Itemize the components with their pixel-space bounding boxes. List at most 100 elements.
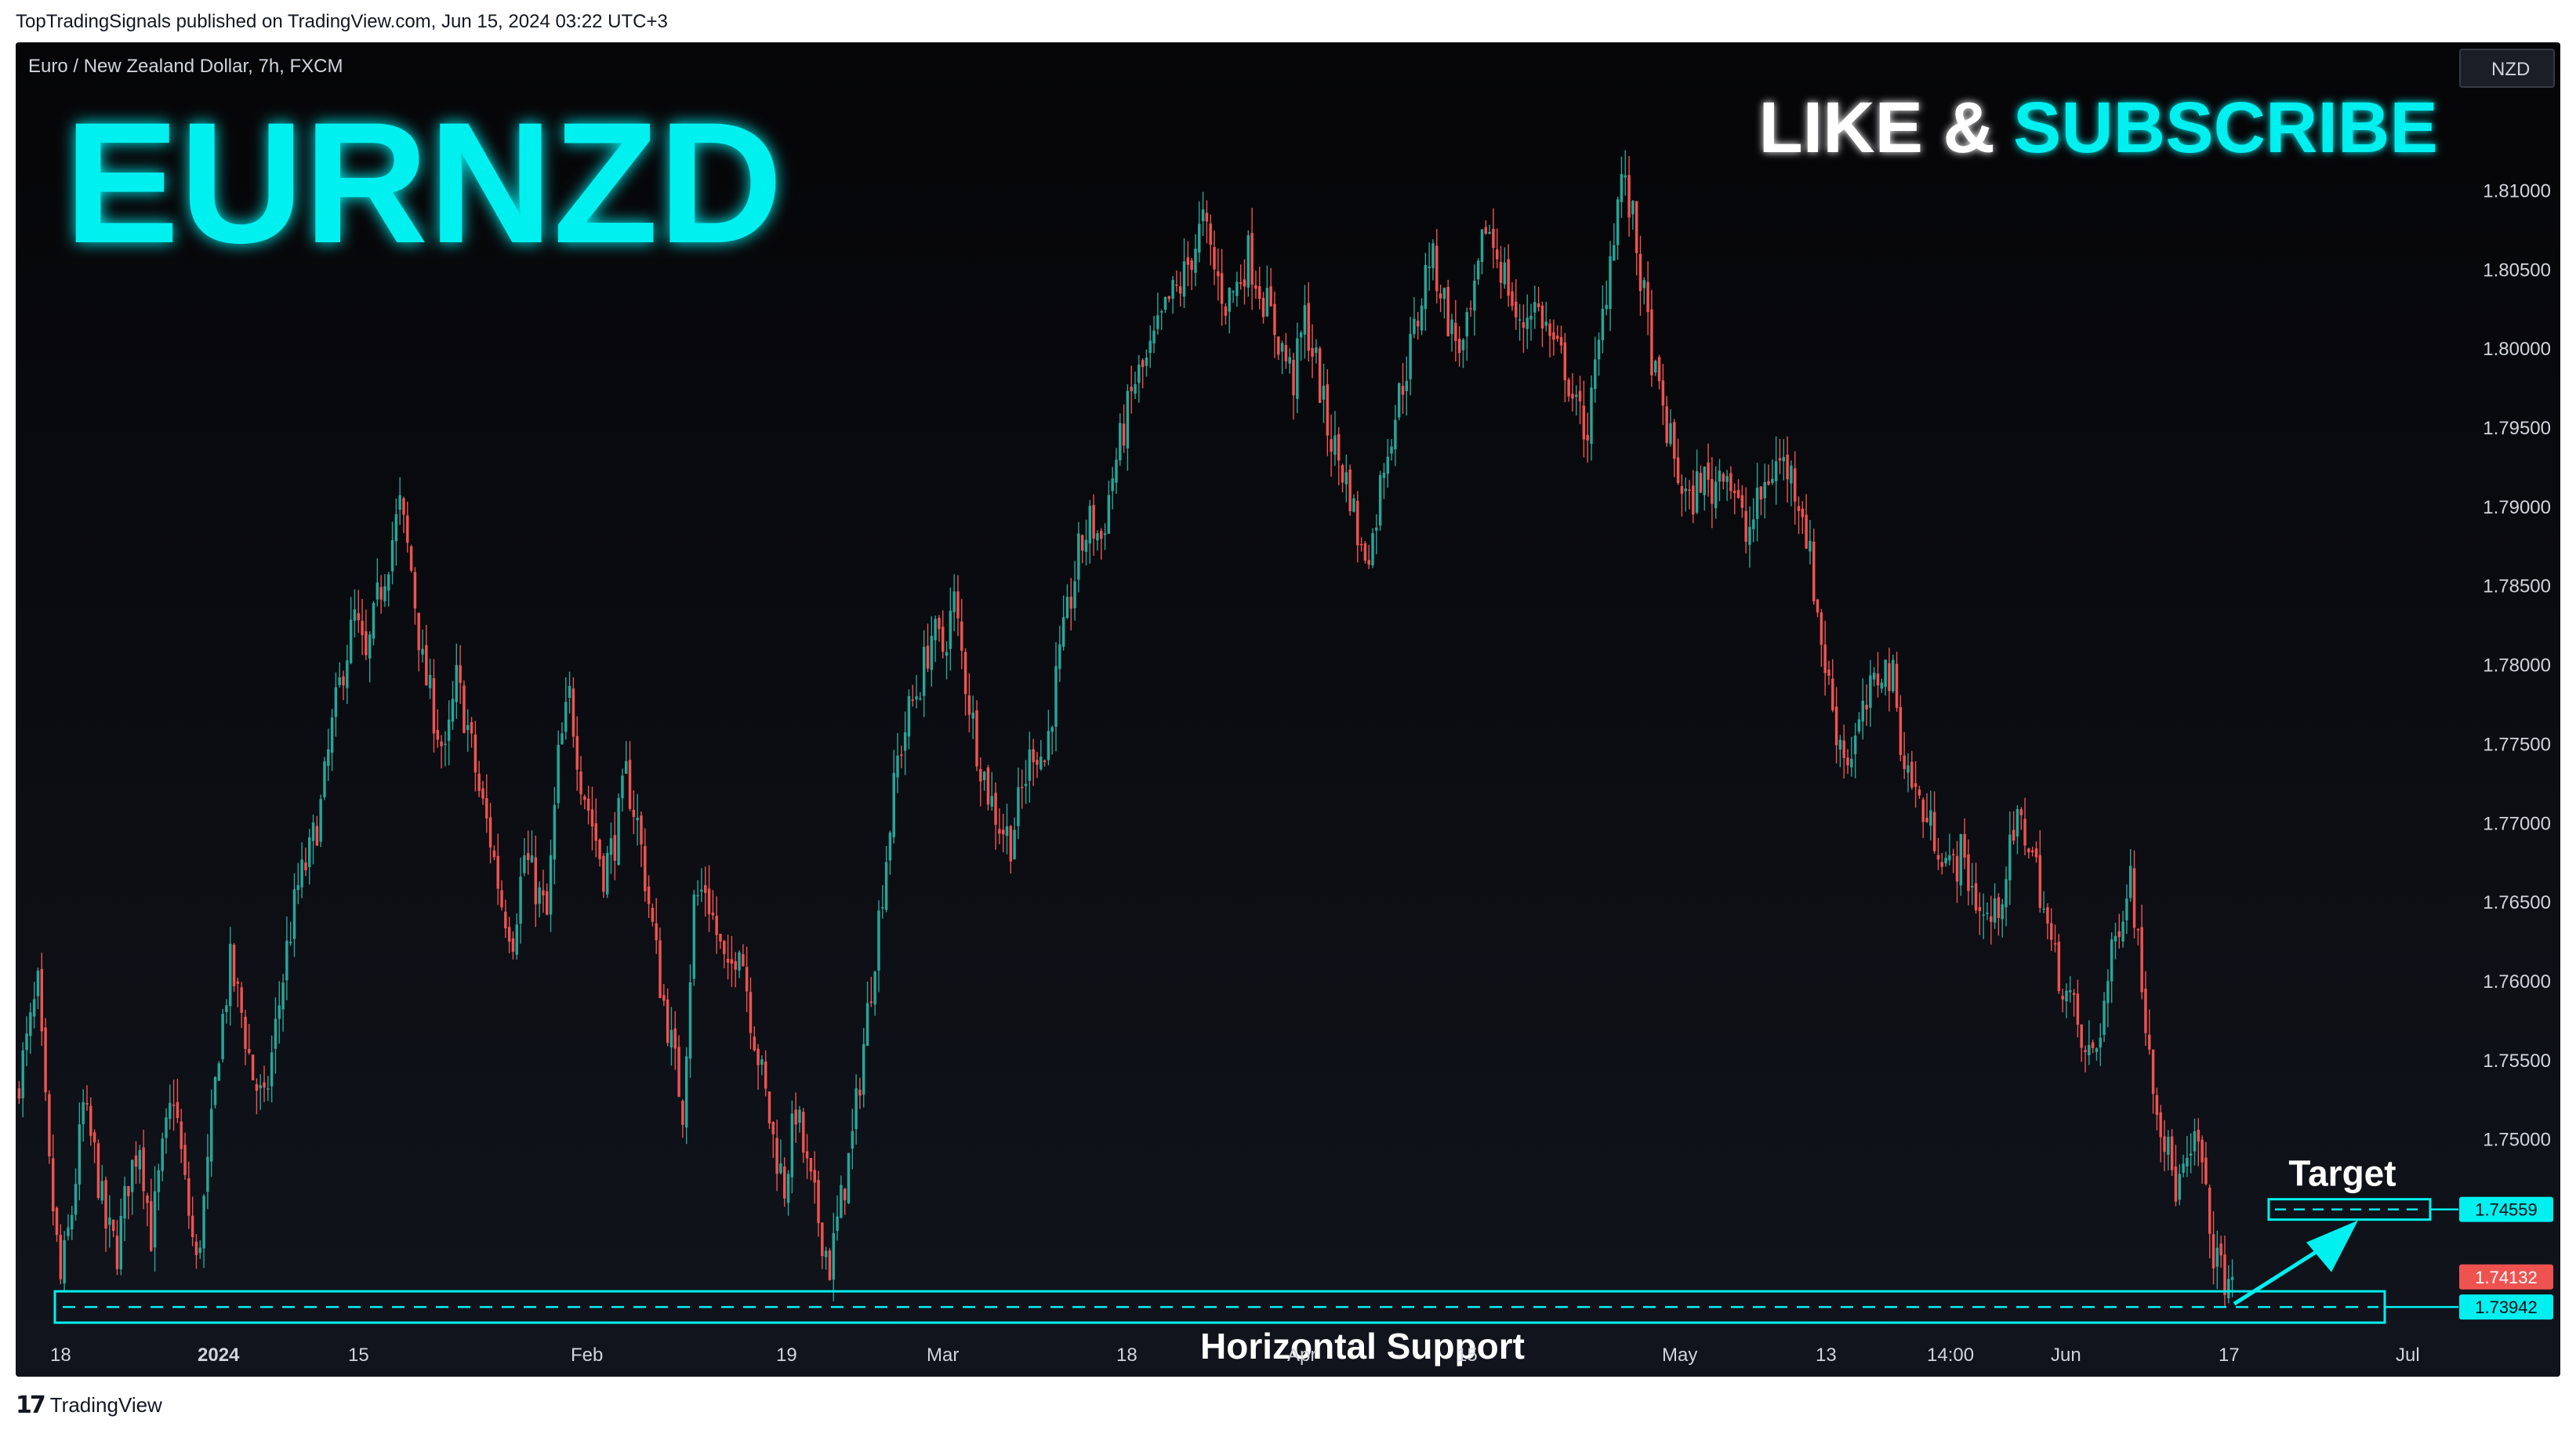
- candle-body: [594, 823, 597, 841]
- candle-body: [1627, 175, 1631, 218]
- candle-body: [1073, 581, 1076, 608]
- candle-body: [2125, 898, 2128, 920]
- candle-body: [760, 1059, 764, 1065]
- candle-body: [1548, 323, 1551, 336]
- candle-body: [376, 582, 379, 600]
- candle-body: [1688, 489, 1691, 491]
- time-axis[interactable]: 18 2024 15 Feb 19 Mar 18 Apr 15 May 13 14:00 Jun 17 Ju…: [50, 1345, 2420, 1366]
- candle-body: [598, 840, 601, 860]
- candle-body: [1348, 469, 1351, 512]
- candle-body: [1205, 212, 1209, 222]
- candle-body: [1250, 233, 1254, 285]
- currency-box[interactable]: [2459, 49, 2555, 88]
- candle-body: [1130, 387, 1133, 392]
- candle-body: [949, 610, 952, 649]
- candle-body: [288, 942, 292, 944]
- candle-body: [1069, 597, 1072, 609]
- candle-body: [440, 741, 443, 746]
- candle-body: [1009, 826, 1013, 862]
- candle-body: [51, 1158, 55, 1212]
- candle-body: [1767, 481, 1770, 485]
- chart-panel[interactable]: Horizontal Support Target 1.74559 1.74132 1.…: [16, 42, 2560, 1377]
- candle-body: [915, 696, 918, 700]
- candle-body: [1816, 599, 1820, 613]
- candle-body: [590, 809, 594, 827]
- candle-body: [723, 941, 726, 955]
- candle-body: [530, 855, 534, 862]
- candle-body: [1061, 617, 1065, 647]
- candle-body: [71, 1214, 74, 1230]
- candle-body: [1684, 488, 1687, 492]
- candle-body: [1582, 405, 1586, 440]
- candle-body: [511, 938, 515, 953]
- candle-body: [1473, 280, 1476, 311]
- candle-body: [221, 1014, 224, 1059]
- candle-body: [1888, 662, 1891, 691]
- candle-body: [1499, 262, 1503, 283]
- candle-body: [1714, 481, 1718, 509]
- candle-body: [1058, 644, 1061, 670]
- candle-body: [753, 1036, 756, 1051]
- candle-body: [1315, 347, 1318, 354]
- candle-body: [1529, 315, 1533, 320]
- candle-body: [2208, 1187, 2211, 1234]
- candle-body: [1971, 886, 1974, 888]
- candle-body: [1413, 318, 1416, 335]
- candle-body: [1296, 338, 1299, 399]
- candle-body: [172, 1105, 176, 1106]
- tradingview-logo-icon[interactable]: 17: [16, 1391, 46, 1419]
- candle-body: [767, 1091, 771, 1123]
- candle-body: [632, 809, 636, 818]
- time-tick-label: 19: [776, 1345, 797, 1366]
- candle-body: [798, 1109, 801, 1123]
- candle-body: [1865, 704, 1868, 710]
- price-axis[interactable]: 1.81000 1.80500 1.80000 1.79500 1.79000 1.785…: [2483, 180, 2551, 1150]
- symbol-line[interactable]: Euro / New Zealand Dollar, 7h, FXCM: [28, 56, 343, 77]
- subscribe-label: SUBSCRIBE: [2013, 88, 2438, 168]
- candle-body: [967, 695, 971, 715]
- candle-body: [960, 621, 963, 651]
- candle-body: [919, 698, 922, 700]
- candle-body: [534, 857, 538, 905]
- candle-body: [1620, 174, 1624, 202]
- candle-body: [1673, 422, 1676, 459]
- candle-body: [402, 498, 405, 515]
- candle-body: [1013, 829, 1016, 860]
- candle-body: [1892, 659, 1895, 691]
- candle-body: [2030, 850, 2034, 853]
- candle-body: [2148, 1034, 2151, 1050]
- candle-body: [1126, 390, 1130, 449]
- candle-body: [93, 1132, 96, 1143]
- time-tick-label: 2024: [198, 1345, 240, 1366]
- candle-body: [756, 1048, 760, 1065]
- candle-body: [2072, 993, 2076, 995]
- candle-body: [161, 1138, 164, 1171]
- candle-body: [206, 1156, 209, 1192]
- candle-body: [666, 999, 669, 1043]
- candle-body: [130, 1160, 134, 1192]
- candle-body: [1876, 673, 1880, 686]
- candle-body: [1224, 307, 1228, 316]
- candle-body: [40, 968, 43, 1032]
- candle-body: [2042, 908, 2045, 910]
- candle-body: [1605, 304, 1608, 310]
- candle-body: [82, 1102, 85, 1124]
- candle-body: [251, 1054, 255, 1080]
- candle-body: [1088, 506, 1092, 544]
- candle-body: [998, 829, 1001, 834]
- candle-body: [1613, 245, 1616, 261]
- candle-body: [1850, 758, 1853, 768]
- candle-body: [1567, 379, 1570, 397]
- candle-body: [1198, 223, 1201, 253]
- candle-body: [190, 1215, 194, 1237]
- candle-body: [561, 733, 564, 745]
- candle-body: [1533, 302, 1537, 313]
- candle-body: [1729, 473, 1732, 492]
- candle-body: [1590, 387, 1593, 445]
- candle-body: [1103, 533, 1107, 535]
- candle-body: [583, 796, 586, 800]
- footer-brand[interactable]: TradingView: [49, 1392, 162, 1417]
- candle-body: [59, 1235, 63, 1279]
- candle-body: [775, 1138, 778, 1174]
- candle-body: [564, 702, 568, 732]
